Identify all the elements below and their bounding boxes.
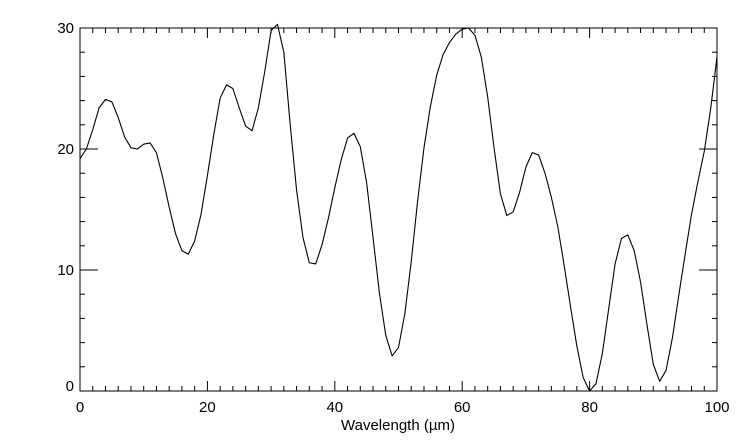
y-tick-label: 10 — [57, 262, 74, 279]
x-tick-label: 100 — [704, 399, 729, 416]
series-line — [79, 23, 718, 392]
x-tick-label: 60 — [454, 399, 471, 416]
tick-labels: 0 20 40 60 80 100 0 10 20 30 — [57, 20, 729, 416]
plot-frame — [79, 27, 718, 392]
x-tick-label: 40 — [326, 399, 343, 416]
x-tick-label: 20 — [199, 399, 216, 416]
y-tick-label: 20 — [57, 141, 74, 158]
y-tick-label: 30 — [57, 20, 74, 37]
x-tick-label: 0 — [76, 399, 84, 416]
x-tick-label: 80 — [581, 399, 598, 416]
axis-ticks — [79, 27, 718, 392]
y-tick-label: 0 — [66, 378, 74, 395]
x-axis-title: Wavelength (µm) — [341, 417, 455, 434]
